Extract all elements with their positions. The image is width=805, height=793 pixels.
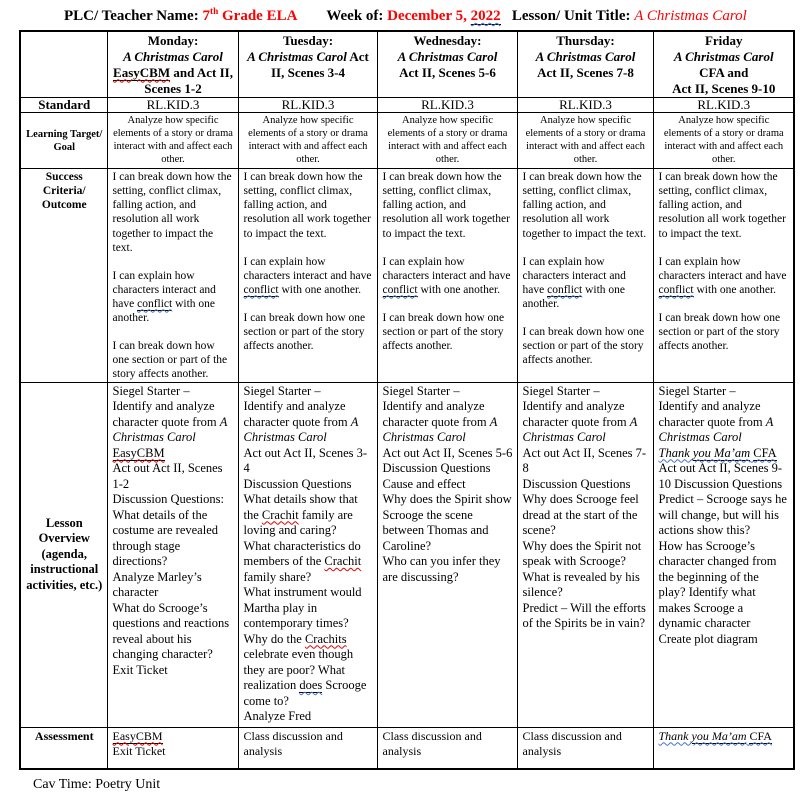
success-criteria-row: Success Criteria/ Outcome I can break do… (19, 168, 795, 383)
learning-target-row: Learning Target/ Goal Analyze how specif… (19, 112, 795, 170)
cell-success-wednesday: I can break down how the setting, confli… (376, 168, 518, 383)
day-header-thursday: Thursday: A Christmas Carol Act II, Scen… (516, 30, 654, 99)
cell-success-monday: I can break down how the setting, confli… (106, 168, 239, 383)
cell-assessment-friday: Thank you Ma’am CFA (652, 726, 795, 770)
row-label-success-criteria: Success Criteria/ Outcome (19, 168, 108, 383)
standard-row: Standard RL.KID.3 RL.KID.3 RL.KID.3 RL.K… (19, 97, 795, 114)
day-header-tuesday: Tuesday: A Christmas Carol Act II, Scene… (237, 30, 378, 99)
cell-learning-friday: Analyze how specific elements of a story… (652, 112, 795, 170)
cell-success-friday: I can break down how the setting, confli… (652, 168, 795, 383)
cell-success-tuesday: I can break down how the setting, confli… (237, 168, 378, 383)
page-title: PLC/ Teacher Name: 7th Grade ELA Week of… (64, 7, 747, 25)
lesson-plan-table: Monday: A Christmas Carol EasyCBM and Ac… (19, 30, 795, 770)
day-header-wednesday: Wednesday: A Christmas Carol Act II, Sce… (376, 30, 518, 99)
cell-standard-tuesday: RL.KID.3 (237, 97, 378, 114)
row-label-learning-target: Learning Target/ Goal (19, 112, 108, 170)
row-label-lesson-overview: Lesson Overview (agenda, instructional a… (19, 381, 108, 728)
row-label-assessment: Assessment (19, 726, 108, 770)
cell-learning-monday: Analyze how specific elements of a story… (106, 112, 239, 170)
cell-standard-friday: RL.KID.3 (652, 97, 795, 114)
assessment-row: Assessment EasyCBM Exit Ticket Class dis… (19, 726, 795, 770)
cell-assessment-monday: EasyCBM Exit Ticket (106, 726, 239, 770)
cell-overview-wednesday: Siegel Starter – Identify and analyze ch… (376, 381, 518, 728)
cell-overview-thursday: Siegel Starter – Identify and analyze ch… (516, 381, 654, 728)
cell-overview-tuesday: Siegel Starter – Identify and analyze ch… (237, 381, 378, 728)
cell-standard-wednesday: RL.KID.3 (376, 97, 518, 114)
cell-success-thursday: I can break down how the setting, confli… (516, 168, 654, 383)
day-header-friday: Friday A Christmas Carol CFA and Act II,… (652, 30, 795, 99)
cell-assessment-thursday: Class discussion and analysis (516, 726, 654, 770)
footer-note: Cav Time: Poetry Unit (33, 776, 161, 792)
cell-overview-monday: Siegel Starter – Identify and analyze ch… (106, 381, 239, 728)
cell-learning-wednesday: Analyze how specific elements of a story… (376, 112, 518, 170)
row-label-standard: Standard (19, 97, 108, 114)
cell-standard-thursday: RL.KID.3 (516, 97, 654, 114)
cell-learning-tuesday: Analyze how specific elements of a story… (237, 112, 378, 170)
cell-overview-friday: Siegel Starter – Identify and analyze ch… (652, 381, 795, 728)
cell-assessment-wednesday: Class discussion and analysis (376, 726, 518, 770)
day-header-row: Monday: A Christmas Carol EasyCBM and Ac… (19, 30, 795, 99)
cell-standard-monday: RL.KID.3 (106, 97, 239, 114)
cell-learning-thursday: Analyze how specific elements of a story… (516, 112, 654, 170)
corner-cell (19, 30, 108, 99)
lesson-overview-row: Lesson Overview (agenda, instructional a… (19, 381, 795, 728)
day-header-monday: Monday: A Christmas Carol EasyCBM and Ac… (106, 30, 239, 99)
cell-assessment-tuesday: Class discussion and analysis (237, 726, 378, 770)
